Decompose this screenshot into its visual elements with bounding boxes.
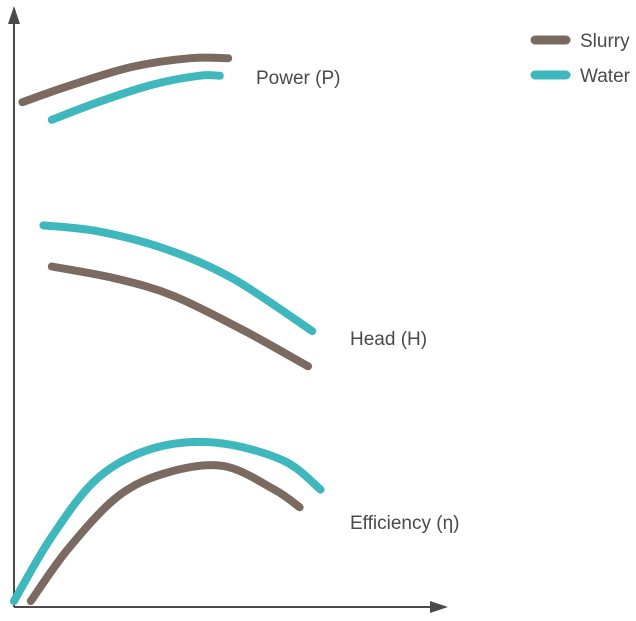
curve-set-efficiency: Efficiency (η) [10,437,459,606]
efficiency-slurry-line [26,461,304,606]
curve-label-efficiency: Efficiency (η) [350,513,459,534]
power-p-water-line [47,71,224,124]
legend-label-water: Water [580,66,631,87]
y-axis-arrow-icon [8,6,20,24]
legend: Slurry Water [530,31,631,87]
x-axis-arrow-icon [430,601,448,613]
curve-set-power-p: Power (P) [18,53,340,124]
legend-label-slurry: Slurry [580,31,630,52]
efficiency-water-line [10,437,325,606]
curve-set-head-h: Head (H) [39,221,427,371]
curve-label-head-h: Head (H) [350,329,427,350]
head-h-water-line [39,221,317,336]
axes [8,6,448,613]
power-p-slurry-line [18,53,233,107]
head-h-slurry-line [47,262,312,371]
curve-group: Power (P) Head (H) Efficiency (η) [10,53,459,606]
curve-label-power-p: Power (P) [256,68,340,89]
